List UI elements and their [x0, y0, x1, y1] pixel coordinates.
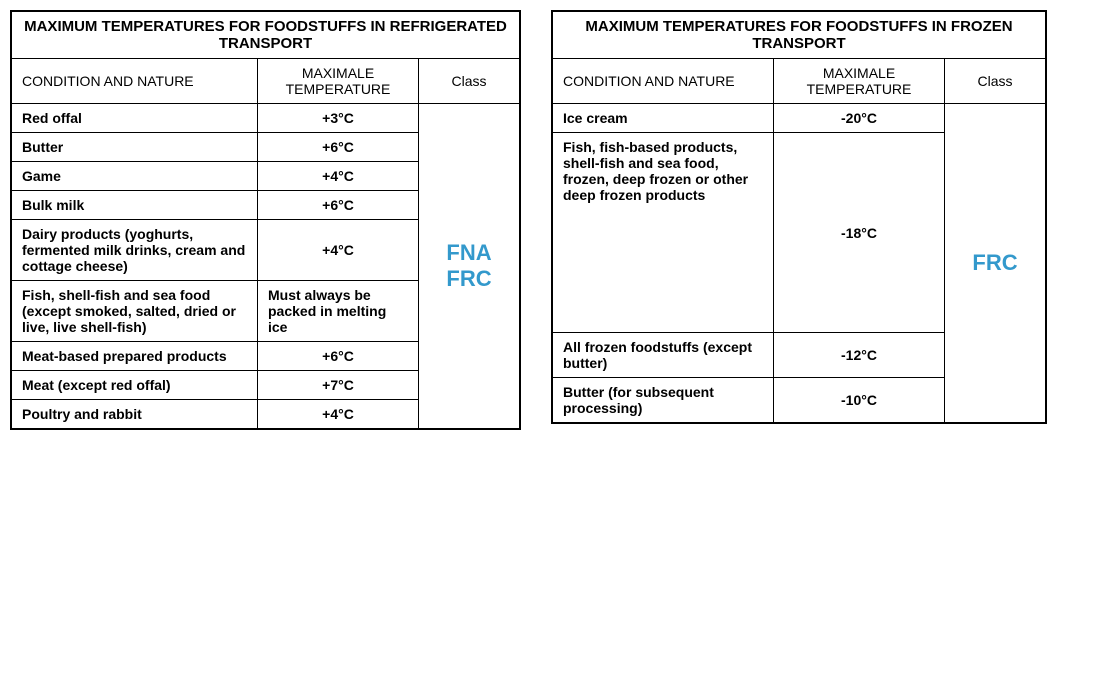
left-row-temp: +3°C	[258, 104, 419, 133]
left-row-temp: +4°C	[258, 400, 419, 430]
right-row-cond: Fish, fish-based products, shell-fish an…	[552, 133, 774, 333]
left-col2-header: MAXIMALE TEMPERATURE	[258, 59, 419, 104]
left-row-temp: +7°C	[258, 371, 419, 400]
left-row-cond: Butter	[11, 133, 258, 162]
left-row-cond: Game	[11, 162, 258, 191]
left-row-cond: Meat-based prepared products	[11, 342, 258, 371]
left-row-temp: +6°C	[258, 342, 419, 371]
right-row-temp: -20°C	[774, 104, 945, 133]
left-row-cond: Poultry and rabbit	[11, 400, 258, 430]
left-row-cond: Dairy products (yoghurts, fermented milk…	[11, 220, 258, 281]
left-row-temp: +4°C	[258, 162, 419, 191]
refrigerated-transport-table: MAXIMUM TEMPERATURES FOR FOODSTUFFS IN R…	[10, 10, 521, 430]
right-row-cond: Butter (for subsequent processing)	[552, 378, 774, 424]
left-row-cond: Meat (except red offal)	[11, 371, 258, 400]
left-row-temp: +6°C	[258, 191, 419, 220]
left-row-temp: Must always be packed in melting ice	[258, 281, 419, 342]
right-col2-header: MAXIMALE TEMPERATURE	[774, 59, 945, 104]
right-row-temp: -18°C	[774, 133, 945, 333]
right-col3-header: Class	[945, 59, 1047, 104]
right-title: MAXIMUM TEMPERATURES FOR FOODSTUFFS IN F…	[552, 11, 1046, 59]
right-col1-header: CONDITION AND NATURE	[552, 59, 774, 104]
left-col1-header: CONDITION AND NATURE	[11, 59, 258, 104]
right-class-cell: FRC	[945, 104, 1047, 424]
left-row-cond: Fish, shell-fish and sea food (except sm…	[11, 281, 258, 342]
left-title: MAXIMUM TEMPERATURES FOR FOODSTUFFS IN R…	[11, 11, 520, 59]
left-row-cond: Red offal	[11, 104, 258, 133]
right-row-temp: -12°C	[774, 333, 945, 378]
left-class-line2: FRC	[429, 266, 509, 292]
left-row-cond: Bulk milk	[11, 191, 258, 220]
frozen-transport-table: MAXIMUM TEMPERATURES FOR FOODSTUFFS IN F…	[551, 10, 1047, 424]
left-class-line1: FNA	[429, 240, 509, 266]
left-class-cell: FNA FRC	[419, 104, 521, 430]
right-row-temp: -10°C	[774, 378, 945, 424]
right-row-cond: All frozen foodstuffs (except butter)	[552, 333, 774, 378]
left-col3-header: Class	[419, 59, 521, 104]
left-row-temp: +4°C	[258, 220, 419, 281]
right-row-cond: Ice cream	[552, 104, 774, 133]
left-row-temp: +6°C	[258, 133, 419, 162]
right-class-line1: FRC	[955, 250, 1035, 276]
